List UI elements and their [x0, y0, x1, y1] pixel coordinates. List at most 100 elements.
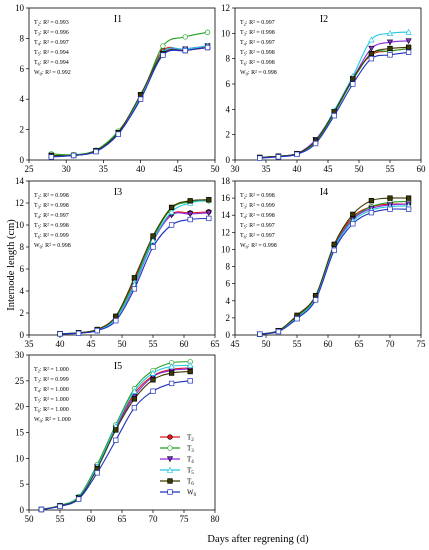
x-tick-label: 65 — [355, 339, 365, 349]
data-point — [331, 247, 337, 253]
x-tick-label: 35 — [262, 164, 272, 174]
data-point — [168, 363, 175, 370]
data-point — [131, 286, 138, 292]
data-point — [149, 237, 157, 244]
fit-line — [259, 46, 409, 159]
data-point — [206, 215, 212, 222]
r2-annotation: T6: R² = 0.997 — [240, 233, 275, 240]
data-point — [368, 45, 375, 52]
y-tick-label: 12 — [15, 198, 24, 208]
fit-line — [259, 205, 409, 335]
y-tick-label: 15 — [15, 428, 25, 438]
y-tick-label: 0 — [20, 155, 25, 165]
legend-marker — [167, 445, 173, 451]
panel-i1: 25 30 35 40 45 50 0 2 4 6 8 10 I1 T2: R² = 0.993 T3: R… — [15, 3, 220, 174]
y-tick-label: 4 — [20, 286, 25, 296]
data-point — [187, 198, 193, 204]
series-w0 — [257, 206, 412, 337]
y-tick-label: 16 — [221, 193, 231, 203]
series-t2 — [57, 209, 212, 337]
fit-line — [259, 203, 409, 335]
data-point — [405, 28, 412, 35]
x-tick-label: 45 — [173, 164, 183, 174]
data-point — [405, 206, 412, 212]
y-tick-label: 5 — [20, 479, 25, 489]
x-tick-label: 50 — [355, 164, 365, 174]
y-tick-label: 2 — [20, 308, 25, 318]
x-tick-label: 50 — [118, 339, 128, 349]
r2-annotation: T3: R² = 0.998 — [34, 203, 69, 210]
y-tick-label: 6 — [226, 279, 231, 289]
data-point — [150, 244, 156, 250]
data-point — [405, 44, 412, 50]
x-tick-label: 70 — [149, 514, 159, 524]
y-tick-label: 8 — [226, 54, 231, 64]
fit-line — [59, 211, 209, 335]
series-t3 — [257, 198, 412, 337]
y-tick-label: 8 — [20, 242, 25, 252]
y-tick-label: 12 — [221, 227, 230, 237]
x-tick-label: 35 — [99, 164, 109, 174]
data-point — [150, 388, 156, 394]
data-point — [131, 396, 138, 402]
data-point — [386, 39, 394, 46]
y-tick-label: 10 — [15, 220, 25, 230]
fit-line — [259, 47, 409, 159]
data-point — [294, 151, 300, 157]
legend-label: T3 — [187, 445, 194, 455]
x-tick-label: 30 — [231, 164, 241, 174]
data-point — [113, 437, 119, 443]
x-tick-label: 45 — [87, 339, 97, 349]
series-t5 — [48, 42, 211, 159]
data-point — [206, 197, 212, 203]
data-point — [350, 221, 356, 227]
x-tick-label: 50 — [262, 339, 272, 349]
fit-line — [51, 46, 208, 158]
r2-annotation: T4: R² = 0.998 — [240, 213, 275, 220]
fit-line — [259, 197, 409, 335]
panel-i5: 50 55 60 65 70 75 80 0 5 10 15 20 25 30 I5 T2: R² = 1.0… — [15, 350, 220, 524]
y-tick-label: 0 — [20, 330, 25, 340]
y-tick-label: 8 — [226, 262, 231, 272]
series-w0 — [57, 215, 212, 337]
r2-annotation: T2: R² = 0.998 — [240, 193, 275, 200]
panel-title: I3 — [114, 187, 122, 198]
data-point — [168, 222, 175, 228]
series-t4 — [48, 43, 211, 159]
x-tick-label: 40 — [293, 164, 303, 174]
fit-line — [259, 47, 409, 159]
data-point — [75, 496, 82, 502]
panel-title: I4 — [320, 187, 328, 198]
data-point — [75, 330, 82, 336]
r2-annotation: W0: R² = 0.998 — [34, 243, 71, 250]
data-point — [350, 211, 356, 218]
data-point — [350, 76, 356, 82]
fit-line — [259, 200, 409, 335]
x-tick-label: 60 — [417, 164, 427, 174]
data-point — [137, 96, 144, 102]
data-point — [182, 47, 188, 54]
data-point — [48, 154, 54, 160]
r2-annotation: W0: R² = 0.998 — [240, 243, 277, 250]
data-point — [160, 43, 166, 49]
r2-annotation: T4: R² = 0.997 — [34, 213, 69, 220]
panel-i3: 35 40 45 50 55 60 65 0 2 4 6 8 10 12 14 I3 T2: R² = 0.99… — [15, 176, 220, 349]
legend-marker — [166, 456, 174, 463]
series-w0 — [38, 378, 193, 513]
data-point — [331, 241, 337, 247]
data-point — [368, 50, 375, 57]
data-point — [187, 378, 193, 384]
data-point — [257, 331, 263, 337]
data-point — [368, 198, 375, 204]
data-point — [182, 34, 188, 40]
legend-entry: T2 — [160, 434, 194, 443]
data-point — [168, 208, 175, 215]
r2-annotation: T3: R² = 0.996 — [34, 30, 69, 37]
r2-annotation: T3: R² = 0.999 — [240, 203, 275, 210]
y-tick-label: 12 — [221, 3, 230, 13]
fit-line — [51, 45, 208, 157]
y-tick-label: 30 — [15, 350, 25, 360]
data-point — [187, 216, 193, 223]
r2-annotation: T5: R² = 0.998 — [34, 223, 69, 230]
